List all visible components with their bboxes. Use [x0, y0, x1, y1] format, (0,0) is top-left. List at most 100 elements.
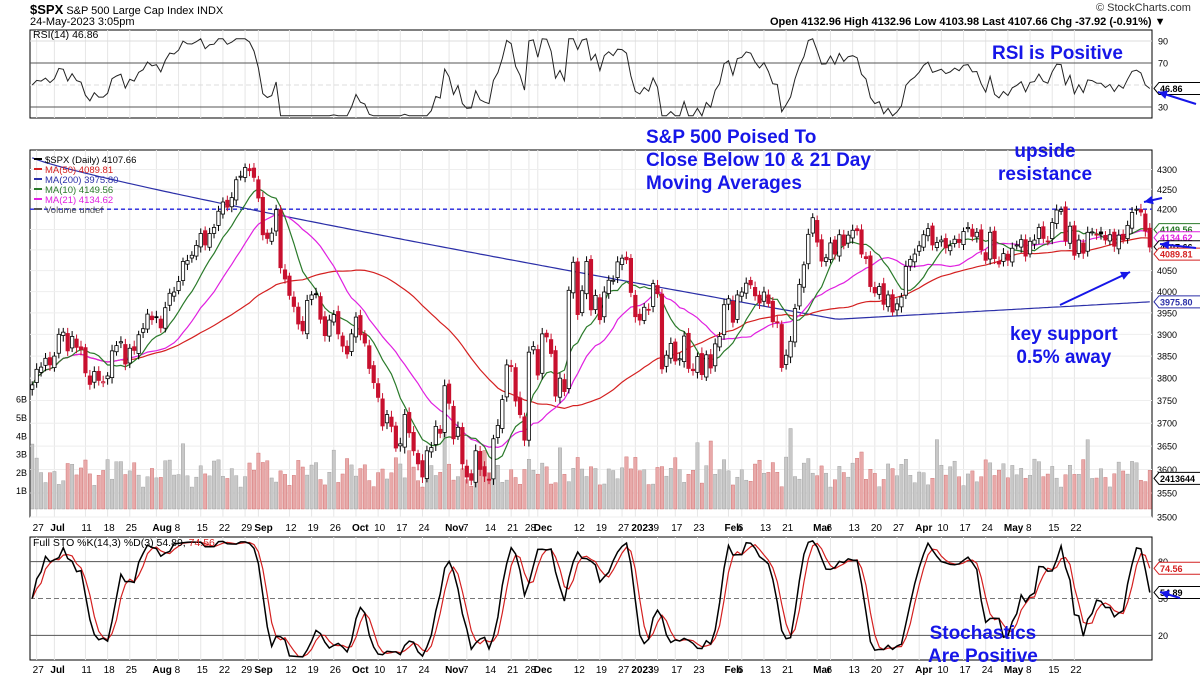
candle-body — [1076, 239, 1081, 254]
sto-x-label: 17 — [396, 665, 408, 676]
candle-body — [682, 335, 687, 363]
candle-body — [566, 289, 571, 389]
volume-bar — [881, 479, 886, 510]
volume-bar — [487, 472, 491, 510]
volume-bar — [345, 458, 349, 510]
volume-bar — [890, 468, 895, 510]
volume-bar — [562, 474, 567, 510]
sto-x-label: Dec — [534, 665, 553, 676]
volume-bar — [48, 472, 52, 510]
candle-body — [717, 336, 722, 348]
candle-body — [300, 320, 305, 332]
candle-body — [1072, 225, 1077, 256]
candle-body — [792, 308, 798, 343]
candle-body — [602, 291, 607, 318]
candle-body — [167, 292, 172, 306]
price-x-label: 6 — [738, 523, 744, 534]
candle-body — [571, 261, 576, 294]
volume-bar — [748, 481, 753, 510]
volume-bar — [766, 472, 771, 510]
candle-body — [207, 233, 212, 248]
candle-body — [908, 259, 913, 267]
price-tick-label: 3550 — [1157, 489, 1177, 499]
candle-body — [109, 350, 115, 379]
candle-body — [398, 443, 403, 447]
volume-bar — [398, 463, 403, 510]
candle-body — [269, 232, 274, 242]
candle-body — [340, 335, 345, 347]
sto-x-label: 15 — [197, 665, 209, 676]
sto-value-tag: 74.56 — [1153, 561, 1200, 575]
candle-body — [367, 345, 372, 369]
sto-x-label: 24 — [418, 665, 430, 676]
candle-body — [1050, 222, 1055, 240]
volume-bar — [119, 461, 123, 510]
volume-bar — [691, 470, 695, 510]
price-x-label: 19 — [596, 523, 608, 534]
sto-d-line — [31, 541, 1151, 658]
candle-body — [495, 425, 500, 438]
volume-bar — [606, 468, 611, 510]
sto-x-label: 19 — [596, 665, 608, 676]
candle-body — [801, 264, 806, 288]
price-x-label: 11 — [81, 523, 92, 534]
candle-body — [327, 319, 332, 337]
price-x-label: Dec — [534, 523, 553, 534]
volume-bar — [127, 470, 132, 510]
volume-bar — [331, 449, 336, 510]
rsi-panel-frame — [29, 29, 1153, 119]
price-tick-label: 4250 — [1157, 185, 1177, 195]
candle-body — [806, 233, 811, 265]
sto-x-label: 24 — [982, 665, 994, 676]
volume-bar — [1139, 480, 1143, 510]
volume-bar — [584, 476, 589, 510]
candle-body — [96, 370, 101, 381]
candle-body — [1138, 209, 1143, 213]
candle-body — [211, 227, 217, 234]
volume-bar — [824, 472, 828, 510]
volume-bar — [522, 469, 527, 510]
price-value-tag-text: 3975.80 — [1160, 297, 1193, 307]
candle-body — [553, 350, 558, 397]
symbol-label: $SPX — [30, 2, 64, 17]
volume-bar — [141, 486, 145, 510]
volume-bar — [309, 464, 314, 510]
volume-bar — [624, 456, 629, 510]
price-x-label: 15 — [197, 523, 209, 534]
sto-x-label: 10 — [937, 665, 949, 676]
candle-body — [1019, 239, 1024, 248]
volume-bar — [30, 443, 35, 510]
volume-bar — [513, 477, 518, 510]
headline-annotation: S&P 500 Poised To Close Below 10 & 21 Da… — [646, 126, 871, 195]
sto-x-label: Nov — [445, 665, 464, 676]
candle-body — [389, 416, 394, 427]
price-x-label: 10 — [374, 523, 386, 534]
candle-body — [526, 351, 531, 441]
price-tick-label: 3500 — [1157, 513, 1177, 523]
volume-bar — [291, 475, 296, 510]
volume-bar — [531, 469, 536, 510]
volume-bar — [1032, 458, 1037, 510]
candle-body — [810, 217, 815, 234]
price-x-label: 17 — [960, 523, 972, 534]
volume-bar — [132, 462, 137, 510]
volume-bar — [544, 466, 549, 510]
candle-body — [371, 365, 376, 384]
volume-bar — [943, 474, 948, 510]
volume-bar — [56, 484, 61, 510]
volume-bar — [318, 479, 323, 510]
candle-body — [234, 179, 239, 201]
volume-bar — [828, 486, 833, 510]
candle-body — [531, 346, 536, 351]
price-tick-label: 3700 — [1157, 419, 1177, 429]
price-x-label: 28 — [525, 523, 537, 534]
price-value-tag-text: 2413644 — [1160, 474, 1195, 484]
volume-bar — [629, 468, 633, 510]
volume-bar — [979, 476, 984, 510]
candle-body — [886, 294, 891, 308]
price-tick-label: 4050 — [1157, 266, 1177, 276]
price-tick-label: 3900 — [1157, 330, 1177, 340]
volume-bar — [34, 457, 39, 510]
stochastics-annotation: Stochastics Are Positive — [928, 622, 1038, 668]
candle-body — [482, 466, 487, 477]
